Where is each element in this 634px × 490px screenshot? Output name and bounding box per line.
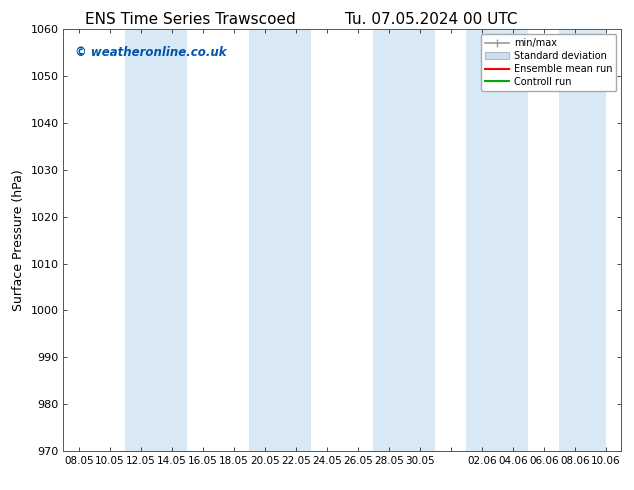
Y-axis label: Surface Pressure (hPa): Surface Pressure (hPa) [12, 169, 25, 311]
Bar [467, 29, 528, 451]
Text: © weatheronline.co.uk: © weatheronline.co.uk [75, 46, 226, 59]
Bar [249, 29, 311, 451]
Bar [126, 29, 188, 451]
Bar [559, 29, 606, 451]
Text: ENS Time Series Trawscoed: ENS Time Series Trawscoed [85, 12, 295, 27]
Bar [373, 29, 436, 451]
Legend: min/max, Standard deviation, Ensemble mean run, Controll run: min/max, Standard deviation, Ensemble me… [481, 34, 616, 91]
Text: Tu. 07.05.2024 00 UTC: Tu. 07.05.2024 00 UTC [345, 12, 517, 27]
